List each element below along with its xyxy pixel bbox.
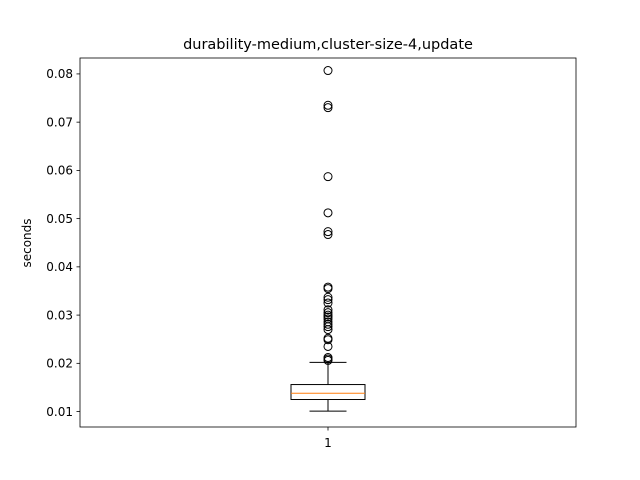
outlier-point [323,230,333,240]
y-axis-label: seconds [20,218,34,267]
outlier-point [323,172,333,182]
y-tick-label: 0.07 [46,115,73,129]
outlier-point [323,103,333,113]
y-tick-label: 0.08 [46,67,73,81]
outlier-point [323,298,333,308]
outlier-point [323,227,333,237]
outlier-point [323,319,333,329]
outlier-point [323,325,333,335]
outlier-point [323,208,333,218]
outlier-point [323,305,333,315]
iqr-box [290,384,366,401]
outlier-point [323,292,333,302]
outlier-point [323,322,333,332]
y-tick-label: 0.04 [46,260,73,274]
y-tick-label: 0.02 [46,357,73,371]
outlier-point [323,66,333,76]
axes-frame [79,57,577,428]
outlier-point [323,295,333,305]
outlier-point [323,308,333,318]
outlier-point [323,341,333,351]
y-tick-label: 0.06 [46,164,73,178]
outlier-point [323,355,333,365]
y-tick-label: 0.01 [46,405,73,419]
plot-area: 0.01 0.02 0.03 0.04 0.05 0.06 0.07 0.08 1 [46,57,577,450]
y-tick-label: 0.05 [46,212,73,226]
y-tick-label: 0.03 [46,308,73,322]
outlier-point [323,284,333,294]
outlier-point [323,100,333,110]
outlier-point [323,335,333,345]
x-tick-label: 1 [324,436,332,450]
chart-title: durability-medium,cluster-size-4,update [183,37,473,53]
